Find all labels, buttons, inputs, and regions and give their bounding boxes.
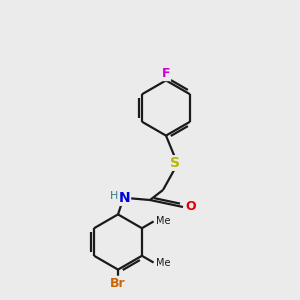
- Text: Me: Me: [156, 216, 170, 226]
- Text: H: H: [110, 191, 118, 201]
- Text: O: O: [185, 200, 196, 214]
- Text: F: F: [162, 67, 170, 80]
- Text: S: S: [170, 156, 180, 170]
- Text: Br: Br: [110, 277, 126, 290]
- Text: Me: Me: [156, 257, 170, 268]
- Text: N: N: [118, 191, 130, 205]
